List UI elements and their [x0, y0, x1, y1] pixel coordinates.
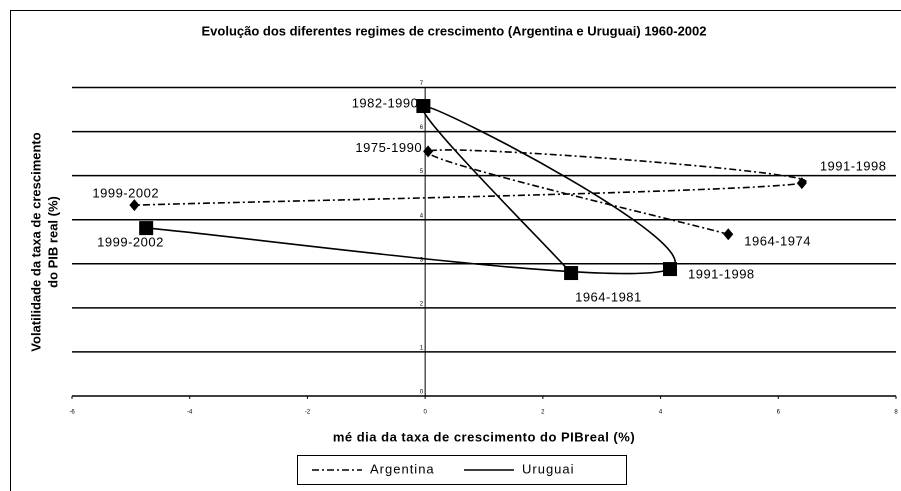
plot-area [72, 87, 896, 396]
series-line [134, 149, 807, 236]
y-tick-label: 0 [420, 390, 424, 396]
y-tick-label: 1 [420, 346, 424, 352]
data-label: 1975-1990 [355, 140, 422, 155]
x-tick-label: 4 [659, 410, 663, 416]
data-label: 1964-1981 [575, 289, 642, 304]
x-tick-label: -4 [187, 410, 193, 416]
legend-label: Uruguai [522, 461, 575, 476]
y-tick-label: 4 [420, 213, 424, 219]
y-tick-label: 5 [420, 169, 424, 175]
x-tick-label: 6 [777, 410, 781, 416]
marker [796, 177, 807, 190]
x-tick-label: 8 [894, 410, 898, 416]
x-tick-label: 0 [423, 410, 427, 416]
marker [416, 99, 431, 114]
y-axis-title-line: do PIB real (%) [45, 196, 60, 288]
x-axis-title: mé dia da taxa de crescimento do PIBreal… [333, 429, 635, 444]
x-tick-label: -2 [305, 410, 311, 416]
y-tick-label: 2 [420, 301, 424, 307]
data-label: 1982-1990 [352, 95, 419, 110]
y-axis-title-line: Volatilidade da taxa de crescimento [28, 132, 43, 351]
y-tick-label: 6 [420, 125, 424, 131]
data-label: 1999-2002 [97, 235, 164, 250]
x-tick-label: -6 [69, 410, 75, 416]
y-tick-label: 7 [420, 81, 424, 87]
data-label: 1999-2002 [92, 186, 159, 201]
series-line [146, 105, 676, 275]
data-label: 1991-1998 [688, 267, 755, 282]
marker [423, 145, 434, 158]
marker [662, 262, 677, 277]
legend [297, 455, 627, 485]
marker [139, 221, 154, 236]
marker [564, 266, 579, 281]
y-tick-label: 3 [420, 257, 424, 263]
legend-label: Argentina [370, 461, 435, 476]
x-tick-label: 2 [541, 410, 545, 416]
y-axis-title: Volatilidade da taxa de crescimento do P… [28, 132, 60, 351]
data-label: 1991-1998 [820, 159, 887, 174]
marker [129, 199, 140, 212]
marker [723, 228, 734, 241]
chart-title: Evolução dos diferentes regimes de cresc… [201, 23, 706, 38]
data-label: 1964-1974 [744, 234, 811, 249]
